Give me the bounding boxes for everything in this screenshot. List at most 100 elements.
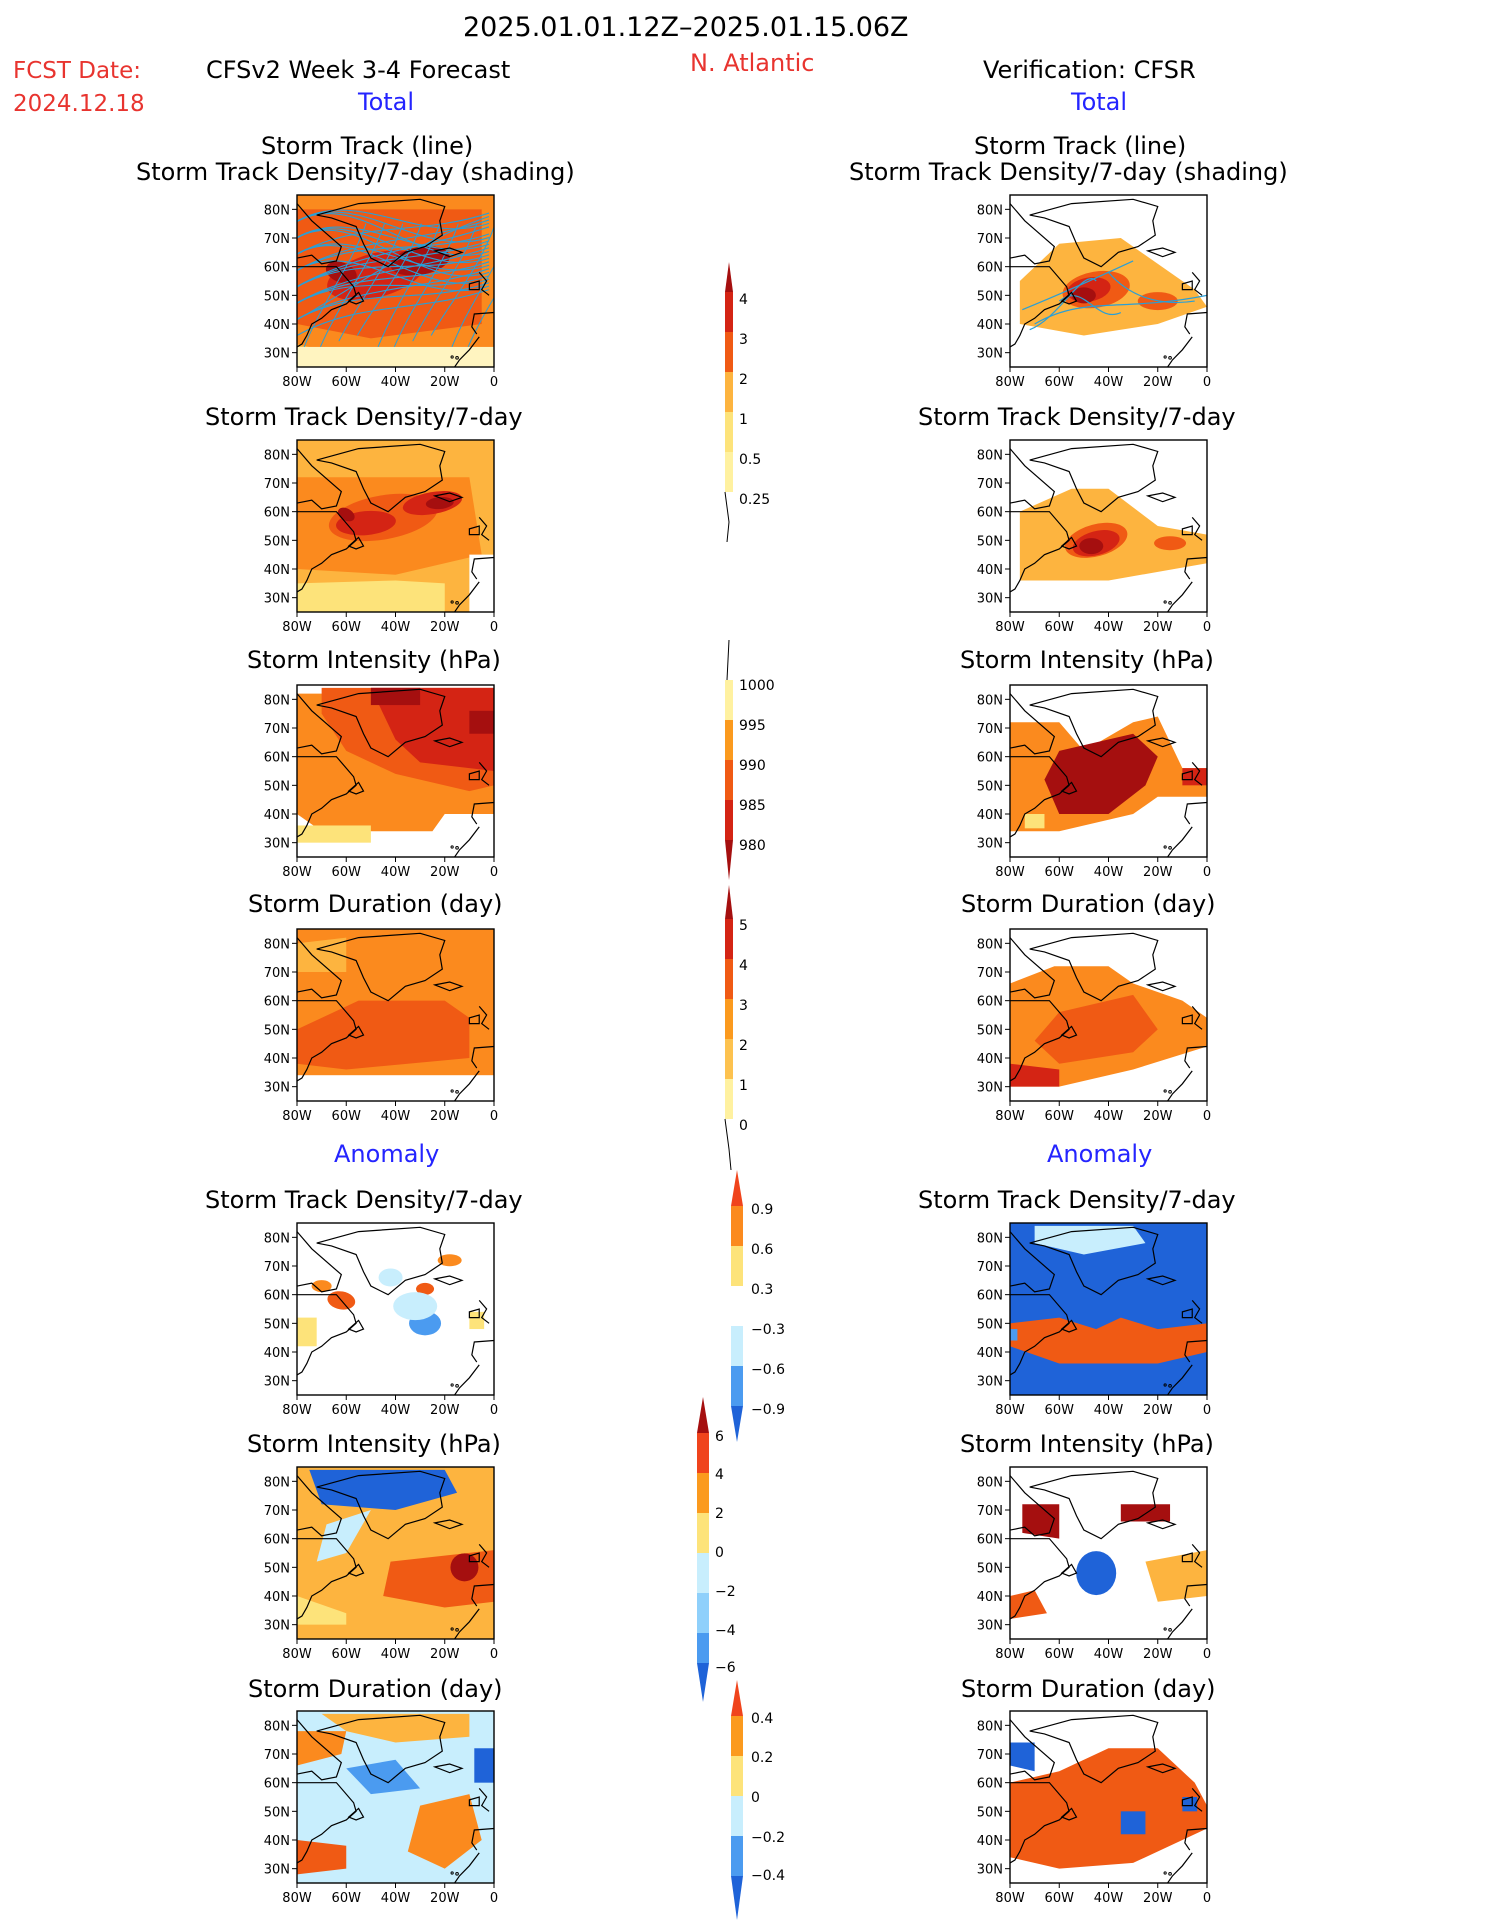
map-l7: 80N 70N 60N 50N 40N 30N 80W 60W 40W 20W 0 xyxy=(264,1710,498,1906)
lon-tick-label: 40W xyxy=(1094,865,1124,880)
lon-tick-label: 20W xyxy=(430,1647,460,1662)
colorbar-duration: 5 4 3 2 1 0 xyxy=(724,885,748,1171)
lon-tick-label: 60W xyxy=(332,1109,362,1124)
lat-tick-label: 50N xyxy=(977,1805,1003,1820)
lon-tick-label: 60W xyxy=(1045,375,1075,390)
lat-tick-label: 40N xyxy=(264,808,290,823)
lon-tick-label: 0 xyxy=(490,375,498,390)
period-title: 2025.01.01.12Z–2025.01.15.06Z xyxy=(463,12,909,43)
lat-tick-label: 70N xyxy=(977,1504,1003,1519)
lon-tick-label: 60W xyxy=(332,1891,362,1906)
lon-tick-label: 0 xyxy=(1203,1403,1211,1418)
colorbar-density-anom: 0.9 0.6 0.3 −0.3 −0.6 −0.9 xyxy=(731,1170,785,1442)
cb-intensity-985: 985 xyxy=(739,798,766,814)
lon-tick-label: 80W xyxy=(282,375,312,390)
lon-tick-label: 40W xyxy=(381,1891,411,1906)
l1-title-shading: Storm Track Density/7-day (shading) xyxy=(136,158,575,186)
lat-tick-label: 70N xyxy=(264,1748,290,1763)
left-anomaly-label: Anomaly xyxy=(334,1140,440,1168)
lon-tick-label: 80W xyxy=(995,1891,1025,1906)
lat-tick-label: 60N xyxy=(264,261,290,276)
lat-tick-label: 40N xyxy=(264,318,290,333)
lat-tick-label: 70N xyxy=(264,1260,290,1275)
fcst-date-value: 2024.12.18 xyxy=(13,91,145,117)
lat-tick-label: 30N xyxy=(264,1863,290,1878)
r3-title: Storm Intensity (hPa) xyxy=(960,646,1214,674)
lat-tick-label: 40N xyxy=(264,1834,290,1849)
lat-tick-label: 70N xyxy=(264,477,290,492)
lon-tick-label: 0 xyxy=(1203,620,1211,635)
map-r2: 80N 70N 60N 50N 40N 30N 80W 60W 40W 20W 0 xyxy=(977,439,1211,635)
lat-tick-label: 80N xyxy=(264,448,290,463)
lon-tick-label: 80W xyxy=(995,375,1025,390)
map-l1: 80N 70N 60N 50N 40N 30N 80W 60W 40W 20W 0 xyxy=(264,194,498,390)
colorbar-intensity: 1000 995 990 985 980 xyxy=(725,640,775,880)
lon-tick-label: 40W xyxy=(1094,1891,1124,1906)
lat-tick-label: 40N xyxy=(977,1590,1003,1605)
lat-tick-label: 50N xyxy=(264,1023,290,1038)
lat-tick-label: 30N xyxy=(977,1081,1003,1096)
l3-title: Storm Intensity (hPa) xyxy=(247,646,501,674)
lat-tick-label: 50N xyxy=(264,534,290,549)
map-l6: 80N 70N 60N 50N 40N 30N 80W 60W 40W 20W 0 xyxy=(264,1466,498,1662)
lon-tick-label: 20W xyxy=(1143,375,1173,390)
r5-title: Storm Track Density/7-day xyxy=(918,1186,1236,1214)
lat-tick-label: 40N xyxy=(264,1052,290,1067)
lon-tick-label: 60W xyxy=(332,1403,362,1418)
lon-tick-label: 20W xyxy=(430,375,460,390)
lat-tick-label: 60N xyxy=(977,1533,1003,1548)
lon-tick-label: 80W xyxy=(995,1109,1025,1124)
lat-tick-label: 30N xyxy=(977,1863,1003,1878)
lat-tick-label: 60N xyxy=(977,1777,1003,1792)
cb-duanom-m04: −0.4 xyxy=(751,1868,785,1884)
lat-tick-label: 80N xyxy=(977,1231,1003,1246)
lat-tick-label: 70N xyxy=(977,1748,1003,1763)
lon-tick-label: 60W xyxy=(1045,865,1075,880)
lon-tick-label: 60W xyxy=(332,865,362,880)
cb-danom-m09: −0.9 xyxy=(751,1402,785,1418)
lon-tick-label: 80W xyxy=(282,1891,312,1906)
lat-tick-label: 40N xyxy=(264,1346,290,1361)
map-l2: 80N 70N 60N 50N 40N 30N 80W 60W 40W 20W 0 xyxy=(264,439,498,635)
lat-tick-label: 80N xyxy=(264,203,290,218)
lon-tick-label: 40W xyxy=(381,1647,411,1662)
l5-title: Storm Track Density/7-day xyxy=(205,1186,523,1214)
cb-intensity-990: 990 xyxy=(739,758,766,774)
lat-tick-label: 50N xyxy=(977,1317,1003,1332)
lon-tick-label: 20W xyxy=(1143,1109,1173,1124)
lon-tick-label: 80W xyxy=(282,865,312,880)
cb-density-2: 2 xyxy=(739,372,748,388)
lat-tick-label: 40N xyxy=(977,808,1003,823)
lon-tick-label: 60W xyxy=(332,375,362,390)
lat-tick-label: 40N xyxy=(977,1834,1003,1849)
l4-title: Storm Duration (day) xyxy=(248,890,503,918)
cb-duration-0: 0 xyxy=(739,1118,748,1134)
lon-tick-label: 60W xyxy=(1045,1109,1075,1124)
cb-intensity-980: 980 xyxy=(739,838,766,854)
lon-tick-label: 20W xyxy=(1143,620,1173,635)
lon-tick-label: 40W xyxy=(381,1403,411,1418)
cb-danom-06: 0.6 xyxy=(751,1242,773,1258)
map-l3: 80N 70N 60N 50N 40N 30N 80W 60W 40W 20W 0 xyxy=(264,684,498,880)
l7-title: Storm Duration (day) xyxy=(248,1675,503,1703)
cb-density-3: 3 xyxy=(739,332,748,348)
lat-tick-label: 70N xyxy=(977,966,1003,981)
lon-tick-label: 20W xyxy=(430,1109,460,1124)
l6-title: Storm Intensity (hPa) xyxy=(247,1430,501,1458)
map-r4: 80N 70N 60N 50N 40N 30N 80W 60W 40W 20W 0 xyxy=(977,928,1211,1124)
lat-tick-label: 70N xyxy=(264,722,290,737)
map-l4: 80N 70N 60N 50N 40N 30N 80W 60W 40W 20W 0 xyxy=(264,928,498,1124)
lon-tick-label: 0 xyxy=(490,1403,498,1418)
cb-danom-m06: −0.6 xyxy=(751,1362,785,1378)
lat-tick-label: 40N xyxy=(977,1052,1003,1067)
lat-tick-label: 50N xyxy=(264,1317,290,1332)
cb-density-025: 0.25 xyxy=(739,492,770,508)
lon-tick-label: 20W xyxy=(430,1891,460,1906)
lat-tick-label: 50N xyxy=(977,779,1003,794)
lat-tick-label: 60N xyxy=(977,261,1003,276)
lon-tick-label: 60W xyxy=(1045,1647,1075,1662)
lat-tick-label: 30N xyxy=(977,1619,1003,1634)
lon-tick-label: 0 xyxy=(1203,375,1211,390)
fcst-date-label: FCST Date: xyxy=(13,58,141,84)
lat-tick-label: 70N xyxy=(264,1504,290,1519)
